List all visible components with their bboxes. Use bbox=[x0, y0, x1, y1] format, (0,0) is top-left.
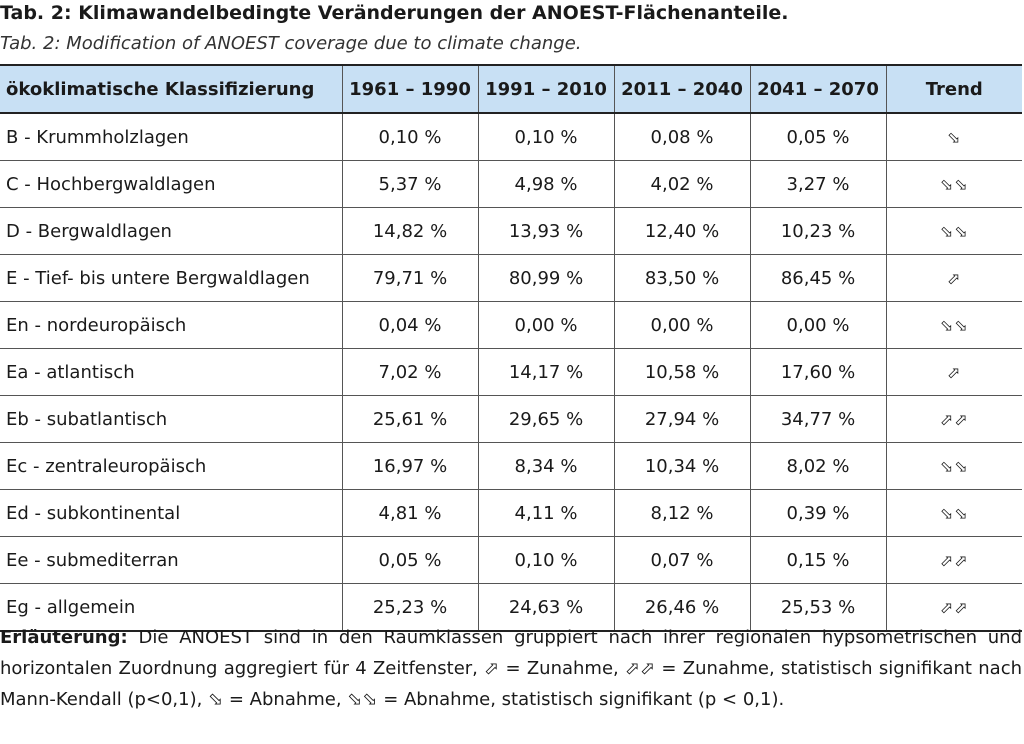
table-row: C - Hochbergwaldlagen 5,37 % 4,98 % 4,02 % 3… bbox=[0, 160, 1022, 208]
classification-cell: Ed - subkontinental bbox=[0, 489, 343, 537]
value-2041-2070-cell: 3,27 % bbox=[749, 160, 887, 208]
table-row: D - Bergwaldlagen 14,82 % 13,93 % 12,40 % 10… bbox=[0, 207, 1022, 255]
value-2011-2040-cell: 0,00 % bbox=[613, 301, 751, 349]
table-row: Ed - subkontinental 4,81 % 4,11 % 8,12 % 0,3… bbox=[0, 489, 1022, 537]
value-2041-2070-cell: 0,15 % bbox=[749, 536, 887, 584]
table-row: B - Krummholzlagen 0,10 % 0,10 % 0,08 % 0,05… bbox=[0, 112, 1022, 161]
table-row: Eg - allgemein 25,23 % 24,63 % 26,46 % 25,53… bbox=[0, 583, 1022, 632]
classification-cell: E - Tief- bis untere Bergwaldlagen bbox=[0, 254, 343, 302]
value-1991-2010-cell: 8,34 % bbox=[477, 442, 615, 490]
classification-cell: Ea - atlantisch bbox=[0, 348, 343, 396]
column-header-1961-1990: 1961 – 1990 bbox=[341, 64, 479, 114]
column-header-classification: ökoklimatische Klassifizierung bbox=[0, 64, 343, 114]
trend-cell: ⬀⬀ bbox=[885, 536, 1022, 584]
value-1961-1990-cell: 7,02 % bbox=[341, 348, 479, 396]
value-1961-1990-cell: 25,23 % bbox=[341, 583, 479, 632]
value-1991-2010-cell: 13,93 % bbox=[477, 207, 615, 255]
trend-cell: ⬂⬂ bbox=[885, 489, 1022, 537]
value-2011-2040-cell: 4,02 % bbox=[613, 160, 751, 208]
value-1991-2010-cell: 14,17 % bbox=[477, 348, 615, 396]
table-row: Ea - atlantisch 7,02 % 14,17 % 10,58 % 17,60… bbox=[0, 348, 1022, 396]
value-2041-2070-cell: 17,60 % bbox=[749, 348, 887, 396]
classification-cell: Ee - submediterran bbox=[0, 536, 343, 584]
value-2011-2040-cell: 26,46 % bbox=[613, 583, 751, 632]
value-1961-1990-cell: 5,37 % bbox=[341, 160, 479, 208]
trend-cell: ⬀ bbox=[885, 348, 1022, 396]
value-2011-2040-cell: 10,58 % bbox=[613, 348, 751, 396]
value-1991-2010-cell: 4,11 % bbox=[477, 489, 615, 537]
value-1991-2010-cell: 80,99 % bbox=[477, 254, 615, 302]
column-header-1991-2010: 1991 – 2010 bbox=[477, 64, 615, 114]
value-2011-2040-cell: 10,34 % bbox=[613, 442, 751, 490]
classification-cell: D - Bergwaldlagen bbox=[0, 207, 343, 255]
value-1991-2010-cell: 0,10 % bbox=[477, 112, 615, 161]
value-2011-2040-cell: 83,50 % bbox=[613, 254, 751, 302]
table-row: En - nordeuropäisch 0,04 % 0,00 % 0,00 % 0,0… bbox=[0, 301, 1022, 349]
classification-cell: Eg - allgemein bbox=[0, 583, 343, 632]
trend-cell: ⬀⬀ bbox=[885, 395, 1022, 443]
trend-cell: ⬀ bbox=[885, 254, 1022, 302]
value-1961-1990-cell: 0,04 % bbox=[341, 301, 479, 349]
trend-cell: ⬀⬀ bbox=[885, 583, 1022, 632]
value-2041-2070-cell: 0,00 % bbox=[749, 301, 887, 349]
value-2041-2070-cell: 34,77 % bbox=[749, 395, 887, 443]
table-row: Eb - subatlantisch 25,61 % 29,65 % 27,94 % 3… bbox=[0, 395, 1022, 443]
table-row: E - Tief- bis untere Bergwaldlagen 79,71 … bbox=[0, 254, 1022, 302]
value-2011-2040-cell: 27,94 % bbox=[613, 395, 751, 443]
value-2041-2070-cell: 86,45 % bbox=[749, 254, 887, 302]
value-1961-1990-cell: 4,81 % bbox=[341, 489, 479, 537]
value-1991-2010-cell: 4,98 % bbox=[477, 160, 615, 208]
column-header-2041-2070: 2041 – 2070 bbox=[749, 64, 887, 114]
value-1991-2010-cell: 0,00 % bbox=[477, 301, 615, 349]
classification-cell: En - nordeuropäisch bbox=[0, 301, 343, 349]
column-header-2011-2040: 2011 – 2040 bbox=[613, 64, 751, 114]
value-2011-2040-cell: 0,08 % bbox=[613, 112, 751, 161]
value-2011-2040-cell: 12,40 % bbox=[613, 207, 751, 255]
value-1961-1990-cell: 79,71 % bbox=[341, 254, 479, 302]
value-2041-2070-cell: 0,05 % bbox=[749, 112, 887, 161]
value-2011-2040-cell: 0,07 % bbox=[613, 536, 751, 584]
explanation-label: Erläuterung: bbox=[0, 627, 128, 648]
table-row: Ee - submediterran 0,05 % 0,10 % 0,07 % 0,15… bbox=[0, 536, 1022, 584]
trend-cell: ⬂⬂ bbox=[885, 160, 1022, 208]
climate-classification-table: ökoklimatische Klassifizierung 1961 – 19… bbox=[0, 64, 1022, 632]
value-1961-1990-cell: 0,05 % bbox=[341, 536, 479, 584]
explanation-note: Erläuterung: Die ANOEST sind in den Raum… bbox=[0, 622, 1022, 715]
value-1961-1990-cell: 16,97 % bbox=[341, 442, 479, 490]
value-1991-2010-cell: 29,65 % bbox=[477, 395, 615, 443]
explanation-text: Die ANOEST sind in den Raumklassen grupp… bbox=[0, 627, 1022, 710]
table-title-english: Tab. 2: Modification of ANOEST coverage … bbox=[0, 33, 582, 54]
trend-cell: ⬂⬂ bbox=[885, 301, 1022, 349]
trend-cell: ⬂⬂ bbox=[885, 207, 1022, 255]
value-2041-2070-cell: 8,02 % bbox=[749, 442, 887, 490]
value-1961-1990-cell: 25,61 % bbox=[341, 395, 479, 443]
table-title-german: Tab. 2: Klimawandelbedingte Veränderunge… bbox=[0, 2, 789, 24]
classification-cell: Eb - subatlantisch bbox=[0, 395, 343, 443]
value-2011-2040-cell: 8,12 % bbox=[613, 489, 751, 537]
column-header-trend: Trend bbox=[885, 64, 1022, 114]
value-1961-1990-cell: 14,82 % bbox=[341, 207, 479, 255]
value-1991-2010-cell: 0,10 % bbox=[477, 536, 615, 584]
value-1961-1990-cell: 0,10 % bbox=[341, 112, 479, 161]
classification-cell: B - Krummholzlagen bbox=[0, 112, 343, 161]
trend-cell: ⬂ bbox=[885, 112, 1022, 161]
table-row: Ec - zentraleuropäisch 16,97 % 8,34 % 10,34… bbox=[0, 442, 1022, 490]
value-1991-2010-cell: 24,63 % bbox=[477, 583, 615, 632]
trend-cell: ⬂⬂ bbox=[885, 442, 1022, 490]
value-2041-2070-cell: 10,23 % bbox=[749, 207, 887, 255]
value-2041-2070-cell: 0,39 % bbox=[749, 489, 887, 537]
classification-cell: Ec - zentraleuropäisch bbox=[0, 442, 343, 490]
value-2041-2070-cell: 25,53 % bbox=[749, 583, 887, 632]
table-header-row: ökoklimatische Klassifizierung 1961 – 19… bbox=[0, 64, 1022, 114]
table-body: B - Krummholzlagen 0,10 % 0,10 % 0,08 % 0,05… bbox=[0, 112, 1022, 632]
classification-cell: C - Hochbergwaldlagen bbox=[0, 160, 343, 208]
